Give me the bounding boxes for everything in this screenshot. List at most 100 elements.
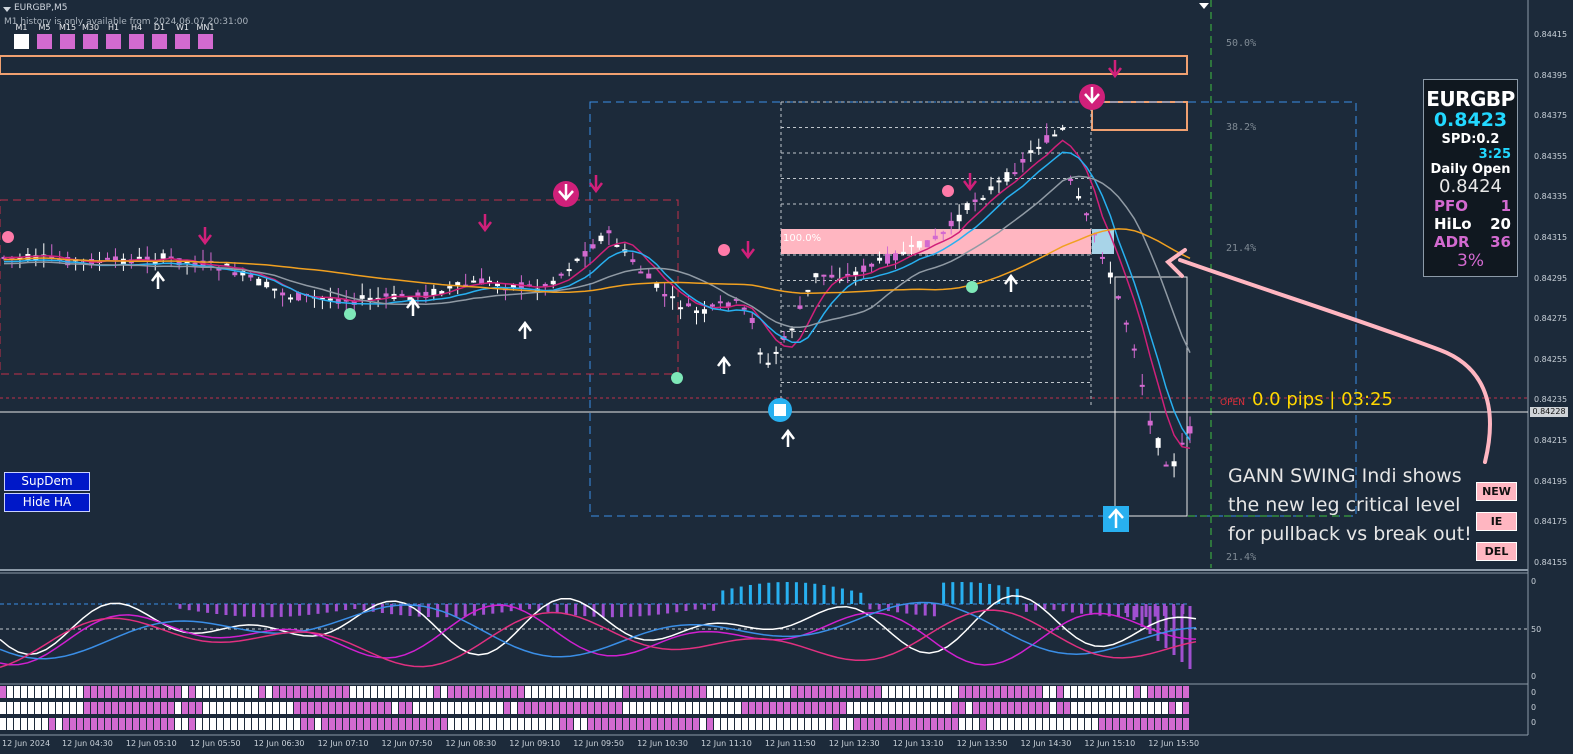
strength-strip-cell [1169,686,1175,698]
strength-strip-cell [574,686,580,698]
strength-strip-cell [1015,702,1021,714]
candle-body [916,241,922,248]
candle-body [1036,146,1042,149]
strength-strip-cell [427,686,433,698]
timeframe-box[interactable] [37,34,52,49]
strength-strip-cell [616,702,622,714]
strength-strip-cell [0,686,6,698]
strength-strip-cell [1141,686,1147,698]
timeframe-m1[interactable]: M1 [10,23,33,49]
timeframe-box[interactable] [175,34,190,49]
sell-arrow-icon [478,214,492,233]
candle-body [773,351,779,354]
candle-body [1123,322,1129,325]
timeframe-box[interactable] [106,34,121,49]
strength-strip-cell [1120,718,1126,730]
timeframe-h1[interactable]: H1 [102,23,125,49]
del-button[interactable]: DEL [1476,542,1517,561]
strength-strip-cell [105,702,111,714]
strength-strip-cell [763,702,769,714]
timeframe-m30[interactable]: M30 [79,23,102,49]
candle-body [184,261,190,264]
timeframe-box[interactable] [83,34,98,49]
chart-menu-triangle-icon[interactable] [3,7,11,12]
strength-strip-cell [602,702,608,714]
timeframe-mn1[interactable]: MN1 [194,23,217,49]
strength-strip-cell [371,718,377,730]
strength-strip-cell [329,686,335,698]
hide-ha-button[interactable]: Hide HA [4,493,90,512]
timeframe-box[interactable] [14,34,29,49]
strength-strip-cell [903,686,909,698]
strength-strip-cell [315,686,321,698]
strength-strip-cell [399,686,405,698]
strength-strip-cell [1064,686,1070,698]
strength-strip-cell [42,702,48,714]
candle-body [908,244,914,247]
strength-strip-cell [672,718,678,730]
strength-strip-cell [504,718,510,730]
strength-strip-cell [280,702,286,714]
ma-orange [3,228,1191,295]
candle-body [1171,461,1177,467]
strength-strip-cell [546,718,552,730]
strength-strip-cell [749,702,755,714]
strength-strip-cell [308,718,314,730]
strength-strip-cell [504,686,510,698]
timeframe-selector: M1 M5 M15 M30 H1 H4 D1 W1 MN1 [10,23,217,49]
strength-strip-cell [1043,686,1049,698]
strength-strip-cell [133,718,139,730]
strength-strip-cell [308,702,314,714]
strength-strip-cell [882,718,888,730]
buy-arrow-icon [151,270,165,289]
strength-strip-cell [623,702,629,714]
strength-strip-cell [581,686,587,698]
strength-strip-cell [987,702,993,714]
timeframe-d1[interactable]: D1 [148,23,171,49]
timeframe-w1[interactable]: W1 [171,23,194,49]
annotation-line-2: the new leg critical level [1228,494,1461,516]
strength-strip-cell [490,718,496,730]
timeframe-box[interactable] [60,34,75,49]
candle-body [558,273,564,276]
candle-body [598,235,604,242]
strength-strip-cell [147,686,153,698]
adr-value: 36 [1490,233,1511,251]
candle-body [845,273,851,276]
candle-body [296,292,302,301]
strength-strip-cell [756,686,762,698]
strength-strip-cell [770,718,776,730]
strength-strip-cell [917,718,923,730]
ie-button[interactable]: IE [1476,512,1517,531]
timeframe-box[interactable] [129,34,144,49]
strength-strip-cell [287,686,293,698]
timeframe-box[interactable] [152,34,167,49]
strength-strip-cell [378,686,384,698]
strength-strip-cell [574,702,580,714]
strength-strip-cell [469,686,475,698]
strength-strip-cell [294,702,300,714]
strength-strip-cell [1134,686,1140,698]
timeframe-m15[interactable]: M15 [56,23,79,49]
strength-strip-cell [476,686,482,698]
strength-strip-cell [392,702,398,714]
strength-strip-cell [1099,686,1105,698]
panel-pfo: PFO 1 [1424,199,1517,214]
pfo-value: 1 [1500,197,1511,215]
timeframe-box[interactable] [198,34,213,49]
strength-strip-cell [539,718,545,730]
new-button[interactable]: NEW [1476,482,1517,501]
supdem-button[interactable]: SupDem [4,472,90,491]
price-axis-label: 0.84295 [1534,273,1568,283]
strength-strip-cell [35,702,41,714]
strength-strip-cell [1134,718,1140,730]
strength-strip-cell [490,702,496,714]
strength-strip-cell [385,702,391,714]
signal-dot [2,231,14,243]
timeframe-h4[interactable]: H4 [125,23,148,49]
time-axis-label: 12 Jun 15:50 [1148,739,1200,748]
strength-strip-cell [1029,686,1035,698]
timeframe-m5[interactable]: M5 [33,23,56,49]
strength-strip-cell [546,702,552,714]
